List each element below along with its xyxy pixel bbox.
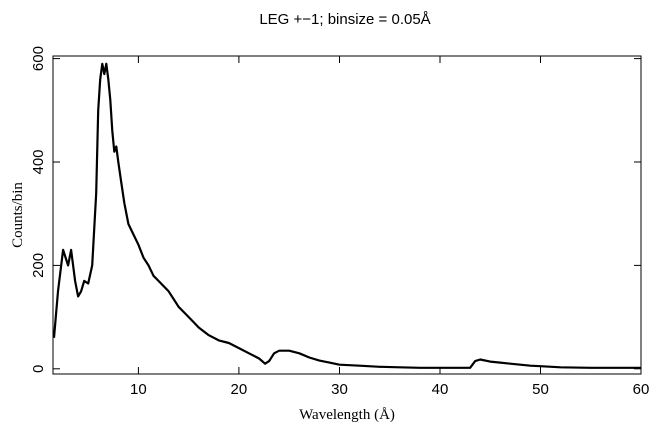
y-ticks: 0 200 400 600: [30, 46, 641, 373]
y-tick-label: 600: [30, 46, 47, 71]
plot-frame: [52, 55, 642, 375]
series-layer: [52, 62, 641, 369]
spectrum-line: [52, 62, 641, 369]
x-axis-label: Wavelength (Å): [299, 407, 395, 423]
x-tick-label: 50: [532, 381, 549, 398]
x-tick-label: 40: [432, 381, 449, 398]
y-tick-label: 0: [30, 365, 47, 373]
chart-title: LEG +−1; binsize = 0.05Å: [259, 11, 430, 28]
x-tick-label: 10: [130, 381, 147, 398]
y-tick-label: 400: [30, 149, 47, 174]
y-axis-label: Counts/bin: [10, 182, 26, 248]
x-tick-label: 30: [331, 381, 348, 398]
x-ticks: 10 20 30 40 50 60: [130, 56, 649, 398]
x-tick-label: 60: [633, 381, 650, 398]
y-tick-label: 200: [30, 253, 47, 278]
x-tick-label: 20: [231, 381, 248, 398]
